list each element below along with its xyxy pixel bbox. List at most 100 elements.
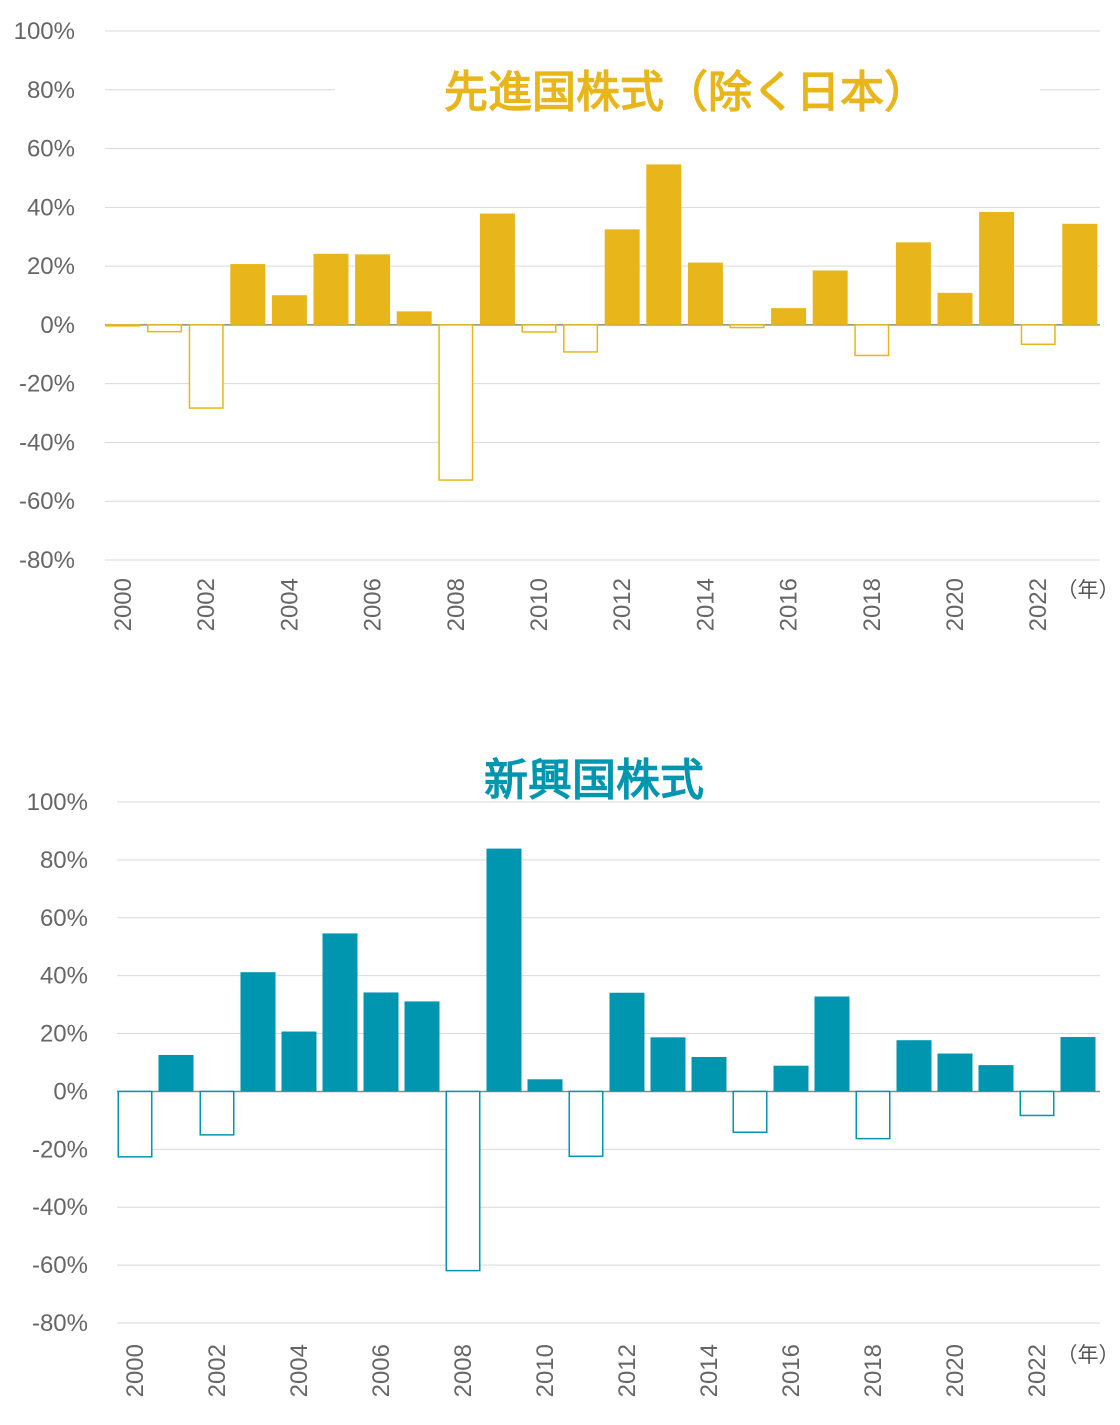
developed-y-tick-label: -20%	[19, 371, 75, 398]
developed-y-tick-label: 0%	[40, 312, 75, 339]
developed-x-tick-label: 2018	[859, 578, 886, 631]
developed-bar-2017	[812, 270, 848, 325]
developed-bar-2015	[729, 324, 765, 329]
emerging-bar-2019	[896, 1040, 932, 1092]
developed-bar-2003	[230, 264, 266, 325]
emerging-x-tick-label: 2014	[696, 1344, 723, 1397]
emerging-x-tick-label: 2016	[778, 1344, 805, 1397]
developed-x-tick-label: 2022	[1025, 578, 1052, 631]
emerging-bar-2002	[199, 1090, 235, 1136]
emerging-bar-2008	[445, 1090, 481, 1272]
emerging-bar-2004	[281, 1031, 317, 1092]
developed-bar-2023	[1062, 223, 1098, 325]
developed-x-tick-label: 2008	[443, 578, 470, 631]
developed-y-tick-label: 20%	[27, 253, 75, 280]
emerging-x-tick-label: 2006	[368, 1344, 395, 1397]
developed-bar-2006	[355, 254, 391, 325]
developed-bar-2018	[854, 324, 890, 357]
emerging-x-unit-label: （年）	[1057, 1343, 1120, 1367]
developed-x-tick-label: 2006	[360, 578, 387, 631]
emerging-x-tick-label: 2004	[286, 1344, 313, 1397]
emerging-bar-2010	[527, 1079, 563, 1092]
emerging-bar-2007	[404, 1001, 440, 1092]
developed-x-tick-label: 2020	[942, 578, 969, 631]
developed-x-tick-label: 2014	[692, 578, 719, 631]
developed-x-unit-label: （年）	[1057, 578, 1120, 602]
emerging-x-tick-label: 2018	[860, 1344, 887, 1397]
emerging-chart-title: 新興国株式	[484, 755, 704, 806]
emerging-bar-2000	[117, 1090, 153, 1158]
developed-bar-2008	[438, 324, 474, 481]
developed-bar-2002	[188, 324, 224, 409]
emerging-y-tick-label: 60%	[40, 905, 88, 932]
developed-x-tick-label: 2012	[609, 578, 636, 631]
emerging-y-tick-label: 40%	[40, 963, 88, 990]
developed-x-tick-label: 2000	[110, 578, 137, 631]
emerging-x-tick-label: 2000	[122, 1344, 149, 1397]
developed-x-tick-label: 2016	[776, 578, 803, 631]
emerging-bar-2001	[158, 1054, 194, 1092]
developed-x-tick-label: 2004	[276, 578, 303, 631]
developed-x-tick-label: 2010	[526, 578, 553, 631]
emerging-bar-2011	[568, 1090, 604, 1158]
developed-y-tick-label: 40%	[27, 194, 75, 221]
developed-equity-chart: 100% 80% 60% 40% 20% 0% -20% -40% -60% -80% 2000 20…	[0, 0, 1120, 712]
developed-bar-2011	[563, 324, 599, 353]
emerging-bar-2016	[773, 1065, 809, 1092]
emerging-bar-2009	[486, 848, 522, 1092]
emerging-x-tick-label: 2012	[614, 1344, 641, 1397]
developed-bar-2014	[687, 262, 723, 325]
emerging-bar-2005	[322, 933, 358, 1092]
developed-equity-plot: 100% 80% 60% 40% 20% 0% -20% -40% -60% -80% 2000 20…	[14, 18, 1120, 631]
developed-bar-2007	[396, 311, 432, 325]
developed-bar-2000	[105, 324, 141, 327]
emerging-y-tick-label: -40%	[32, 1194, 88, 1221]
emerging-bar-2012	[609, 992, 645, 1092]
developed-y-tick-label: 80%	[27, 77, 75, 104]
emerging-y-tick-label: -60%	[32, 1252, 88, 1279]
emerging-bar-2003	[240, 972, 276, 1092]
emerging-y-tick-label: 20%	[40, 1021, 88, 1048]
emerging-x-tick-label: 2008	[450, 1344, 477, 1397]
developed-y-tick-label: 60%	[27, 136, 75, 163]
emerging-y-tick-label: 0%	[53, 1078, 88, 1105]
emerging-bar-2015	[732, 1090, 768, 1134]
developed-bar-2020	[937, 292, 973, 325]
emerging-bar-2023	[1060, 1037, 1096, 1092]
emerging-bar-2020	[937, 1053, 973, 1092]
developed-bar-2005	[313, 253, 349, 325]
developed-y-tick-label: 100%	[14, 18, 75, 45]
emerging-bar-2014	[691, 1057, 727, 1092]
emerging-x-tick-label: 2010	[532, 1344, 559, 1397]
emerging-equity-plot: 100% 80% 60% 40% 20% 0% -20% -40% -60% -80% 2000 20…	[27, 755, 1120, 1397]
emerging-x-tick-label: 2020	[942, 1344, 969, 1397]
emerging-y-tick-label: 100%	[27, 789, 88, 816]
developed-bar-2009	[479, 213, 515, 325]
developed-bar-2019	[895, 242, 931, 325]
developed-bar-2022	[1020, 324, 1056, 346]
emerging-bar-2018	[855, 1090, 891, 1140]
developed-bar-2012	[604, 229, 640, 325]
developed-bar-2021	[979, 212, 1015, 325]
emerging-bar-2006	[363, 992, 399, 1092]
emerging-y-tick-label: 80%	[40, 847, 88, 874]
emerging-bar-2017	[814, 996, 850, 1092]
emerging-equity-chart: 100% 80% 60% 40% 20% 0% -20% -40% -60% -80% 2000 20…	[0, 712, 1120, 1425]
developed-chart-title: 先進国株式（除く日本）	[444, 67, 928, 118]
emerging-y-tick-label: -80%	[32, 1310, 88, 1337]
emerging-bar-2013	[650, 1037, 686, 1092]
developed-bar-2016	[771, 308, 807, 325]
emerging-bar-2021	[978, 1065, 1014, 1092]
developed-bar-2013	[646, 164, 682, 325]
developed-bar-2001	[147, 324, 183, 333]
developed-y-tick-label: -40%	[19, 429, 75, 456]
developed-bar-2004	[271, 295, 307, 325]
emerging-bar-2022	[1019, 1090, 1055, 1117]
emerging-x-tick-label: 2002	[204, 1344, 231, 1397]
developed-y-tick-label: -60%	[19, 488, 75, 515]
developed-x-tick-label: 2002	[193, 578, 220, 631]
developed-bar-2010	[521, 324, 557, 333]
emerging-x-tick-label: 2022	[1024, 1344, 1051, 1397]
emerging-y-tick-label: -20%	[32, 1136, 88, 1163]
developed-y-tick-label: -80%	[19, 547, 75, 574]
